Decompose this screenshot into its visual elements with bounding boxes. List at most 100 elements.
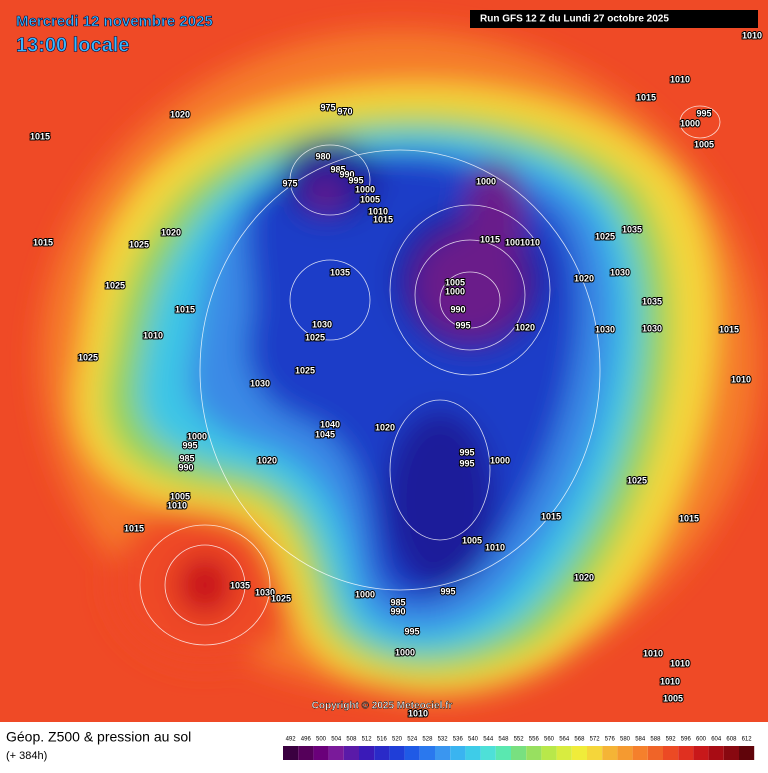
pressure-label: 1015: [541, 511, 561, 521]
colorbar-label: 548: [498, 737, 509, 743]
pressure-label: 1020: [257, 455, 277, 465]
pressure-label: 980: [315, 151, 330, 161]
colorbar-label: 536: [453, 737, 464, 743]
pressure-label: 1000: [187, 431, 207, 441]
pressure-label: 1010: [408, 708, 428, 718]
pressure-label: 1015: [679, 513, 699, 523]
colorbar-label: 520: [392, 737, 403, 743]
colorbar-swatch: [359, 746, 375, 760]
pressure-label: 1015: [30, 131, 50, 141]
pressure-label: 995: [459, 458, 474, 468]
pressure-label: 1005: [505, 237, 525, 247]
pressure-label: 1005: [360, 194, 380, 204]
pressure-label: 990: [339, 169, 354, 179]
colorbar: 492 496 500 504 508 512 516 520 524 528 532 536 540 5…: [283, 737, 755, 760]
colorbar-swatch: [511, 746, 527, 760]
pressure-label: 995: [182, 440, 197, 450]
pressure-label: 1015: [33, 237, 53, 247]
colorbar-label: 560: [544, 737, 555, 743]
pressure-label: 970: [337, 106, 352, 116]
colorbar-label: 492: [286, 737, 297, 743]
colorbar-swatch: [693, 746, 709, 760]
pressure-label: 1010: [485, 542, 505, 552]
colorbar-label: 496: [301, 737, 312, 743]
pressure-label: 990: [178, 462, 193, 472]
colorbar-label: 524: [407, 737, 418, 743]
pressure-label: 1010: [368, 206, 388, 216]
colorbar-label: 584: [635, 737, 646, 743]
colorbar-swatch: [663, 746, 679, 760]
pressure-label: 985: [179, 453, 194, 463]
colorbar-swatch: [343, 746, 359, 760]
pressure-label: 1010: [643, 648, 663, 658]
pressure-label: 975: [320, 102, 335, 112]
colorbar-swatch: [480, 746, 496, 760]
pressure-label: 1015: [480, 234, 500, 244]
pressure-label: 1000: [490, 455, 510, 465]
pressure-label: 1010: [670, 74, 690, 84]
colorbar-swatch: [526, 746, 542, 760]
pressure-label: 1025: [295, 365, 315, 375]
pressure-label: 985: [390, 597, 405, 607]
colorbar-label: 604: [711, 737, 722, 743]
colorbar-label: 556: [529, 737, 540, 743]
colorbar-swatch: [495, 746, 511, 760]
colorbar-label: 572: [590, 737, 601, 743]
pressure-label: 1010: [670, 658, 690, 668]
colorbar-swatch: [298, 746, 314, 760]
run-label: Run GFS 12 Z du Lundi 27 octobre 2025: [480, 14, 669, 25]
pressure-label: 1005: [462, 535, 482, 545]
pressure-label: 1035: [622, 224, 642, 234]
pressure-label: 995: [459, 447, 474, 457]
colorbar-label: 516: [377, 737, 388, 743]
pressure-label: 1035: [330, 267, 350, 277]
pressure-label: 1000: [395, 647, 415, 657]
colorbar-swatch: [404, 746, 420, 760]
pressure-label: 1020: [375, 422, 395, 432]
pressure-label: 1000: [445, 286, 465, 296]
colorbar-swatch: [632, 746, 648, 760]
pressure-label: 1015: [636, 92, 656, 102]
pressure-label: 1010: [143, 330, 163, 340]
colorbar-swatch: [313, 746, 329, 760]
colorbar-swatch: [647, 746, 663, 760]
colorbar-label: 592: [666, 737, 677, 743]
pressure-label: 1000: [355, 589, 375, 599]
pressure-label: 1025: [271, 593, 291, 603]
pressure-label: 1005: [170, 491, 190, 501]
pressure-label: 990: [450, 304, 465, 314]
pressure-label: 1035: [642, 296, 662, 306]
colorbar-swatch: [435, 746, 451, 760]
pressure-label: 1030: [312, 319, 332, 329]
colorbar-label: 508: [346, 737, 357, 743]
pressure-label: 1015: [124, 523, 144, 533]
pressure-label: 1000: [476, 176, 496, 186]
colorbar-swatch: [450, 746, 466, 760]
pressure-label: 1000: [680, 118, 700, 128]
colorbar-label: 500: [316, 737, 327, 743]
colorbar-label: 588: [650, 737, 661, 743]
pressure-label: 1005: [663, 693, 683, 703]
pressure-label: 1020: [574, 572, 594, 582]
pressure-label: 995: [348, 175, 363, 185]
pressure-label: 1030: [255, 587, 275, 597]
colorbar-label: 596: [681, 737, 692, 743]
colorbar-label: 528: [422, 737, 433, 743]
pressure-label: 1020: [161, 227, 181, 237]
colorbar-swatch: [708, 746, 724, 760]
colorbar-swatch: [678, 746, 694, 760]
colorbar-label: 532: [438, 737, 449, 743]
pressure-label: 985: [330, 164, 345, 174]
pressure-label: 1020: [515, 322, 535, 332]
colorbar-swatch: [617, 746, 633, 760]
colorbar-swatch: [374, 746, 390, 760]
pressure-label: 1005: [694, 139, 714, 149]
pressure-label: 1025: [627, 475, 647, 485]
pressure-label: 1025: [305, 332, 325, 342]
pressure-label: 995: [696, 108, 711, 118]
pressure-label: 1045: [315, 429, 335, 439]
pressure-label: 1015: [175, 304, 195, 314]
colorbar-swatch: [389, 746, 405, 760]
colorbar-swatch: [419, 746, 435, 760]
